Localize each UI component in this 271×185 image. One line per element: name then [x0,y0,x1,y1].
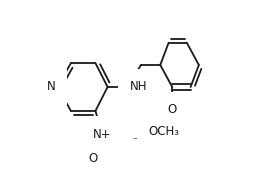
Text: ⁻: ⁻ [132,136,138,149]
Text: O: O [167,103,177,116]
Text: NH: NH [130,80,147,93]
Text: N+: N+ [93,128,111,141]
Text: O: O [127,128,136,141]
Text: N: N [47,80,56,93]
Text: OCH₃: OCH₃ [149,125,179,139]
Text: O: O [88,152,98,165]
